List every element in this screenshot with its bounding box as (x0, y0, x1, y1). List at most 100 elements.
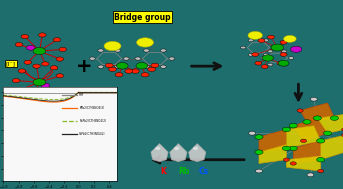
Text: CsPb2(C7H3NO4)2I: CsPb2(C7H3NO4)2I (79, 132, 106, 136)
Circle shape (278, 60, 289, 66)
Circle shape (282, 50, 287, 53)
Circle shape (33, 64, 40, 68)
Circle shape (256, 169, 262, 173)
Circle shape (330, 116, 339, 120)
Text: +: + (76, 57, 92, 76)
Circle shape (30, 93, 37, 97)
Circle shape (313, 116, 321, 120)
Circle shape (135, 57, 141, 60)
Circle shape (280, 53, 287, 57)
Circle shape (21, 34, 29, 39)
Circle shape (248, 39, 253, 42)
Circle shape (241, 46, 246, 49)
Circle shape (289, 57, 294, 59)
Polygon shape (170, 144, 187, 162)
Circle shape (342, 133, 343, 137)
Polygon shape (286, 126, 321, 148)
Circle shape (116, 63, 128, 69)
Circle shape (268, 50, 273, 53)
Circle shape (263, 39, 269, 42)
Circle shape (98, 49, 104, 52)
Circle shape (289, 146, 297, 151)
Text: KPb2(C7H3NO4)2I: KPb2(C7H3NO4)2I (79, 106, 104, 110)
Circle shape (255, 150, 263, 154)
Polygon shape (189, 144, 206, 162)
Circle shape (24, 60, 32, 64)
Circle shape (290, 162, 296, 165)
Circle shape (33, 79, 46, 86)
Circle shape (317, 157, 325, 162)
Circle shape (282, 127, 291, 132)
Circle shape (115, 49, 121, 52)
Circle shape (105, 63, 113, 68)
Circle shape (141, 73, 149, 77)
Circle shape (255, 135, 263, 139)
Circle shape (123, 57, 129, 60)
Circle shape (261, 57, 266, 59)
Circle shape (104, 41, 121, 51)
Circle shape (169, 57, 175, 60)
Text: Bridge group: Bridge group (114, 12, 171, 22)
Circle shape (18, 69, 26, 73)
Circle shape (248, 31, 262, 39)
Circle shape (33, 47, 46, 55)
Circle shape (271, 46, 276, 49)
Circle shape (136, 63, 148, 69)
Circle shape (42, 62, 49, 66)
Circle shape (12, 78, 20, 83)
Circle shape (161, 49, 166, 52)
Polygon shape (286, 156, 321, 171)
Text: K: K (160, 167, 166, 176)
Circle shape (310, 97, 317, 101)
Circle shape (143, 49, 149, 52)
Circle shape (271, 44, 284, 51)
Circle shape (249, 131, 256, 135)
Circle shape (56, 74, 64, 78)
Circle shape (98, 65, 104, 68)
Text: Rb: Rb (178, 167, 189, 176)
Circle shape (148, 67, 155, 71)
Circle shape (255, 61, 262, 65)
Circle shape (342, 128, 343, 131)
Circle shape (297, 109, 303, 112)
Circle shape (125, 69, 133, 73)
Circle shape (291, 46, 302, 52)
Polygon shape (151, 144, 168, 162)
Circle shape (53, 38, 61, 42)
Circle shape (115, 73, 123, 77)
Circle shape (26, 45, 35, 50)
Ellipse shape (155, 147, 160, 150)
Text: RbPb2(C7H3NO4)2I: RbPb2(C7H3NO4)2I (79, 119, 106, 123)
Circle shape (284, 35, 296, 42)
Circle shape (307, 173, 314, 177)
Circle shape (248, 53, 253, 56)
Circle shape (137, 38, 154, 47)
Circle shape (268, 35, 274, 39)
Circle shape (258, 39, 265, 43)
Polygon shape (259, 145, 286, 163)
Circle shape (56, 57, 64, 61)
Text: [I⁻]: [I⁻] (6, 61, 16, 66)
Ellipse shape (174, 147, 179, 150)
Circle shape (318, 169, 324, 173)
Circle shape (38, 33, 46, 37)
Circle shape (15, 43, 23, 47)
Circle shape (15, 88, 23, 92)
Polygon shape (259, 129, 286, 152)
Circle shape (289, 123, 297, 128)
Circle shape (261, 65, 268, 69)
Polygon shape (317, 114, 343, 133)
Circle shape (151, 63, 159, 68)
Circle shape (131, 69, 139, 73)
Circle shape (303, 120, 311, 124)
Circle shape (277, 61, 284, 65)
Circle shape (90, 57, 95, 60)
Circle shape (268, 63, 273, 66)
Circle shape (317, 139, 325, 143)
Circle shape (262, 55, 273, 61)
Circle shape (161, 65, 166, 68)
Polygon shape (293, 118, 328, 141)
Circle shape (50, 66, 58, 70)
Circle shape (282, 63, 287, 66)
Polygon shape (293, 141, 321, 163)
